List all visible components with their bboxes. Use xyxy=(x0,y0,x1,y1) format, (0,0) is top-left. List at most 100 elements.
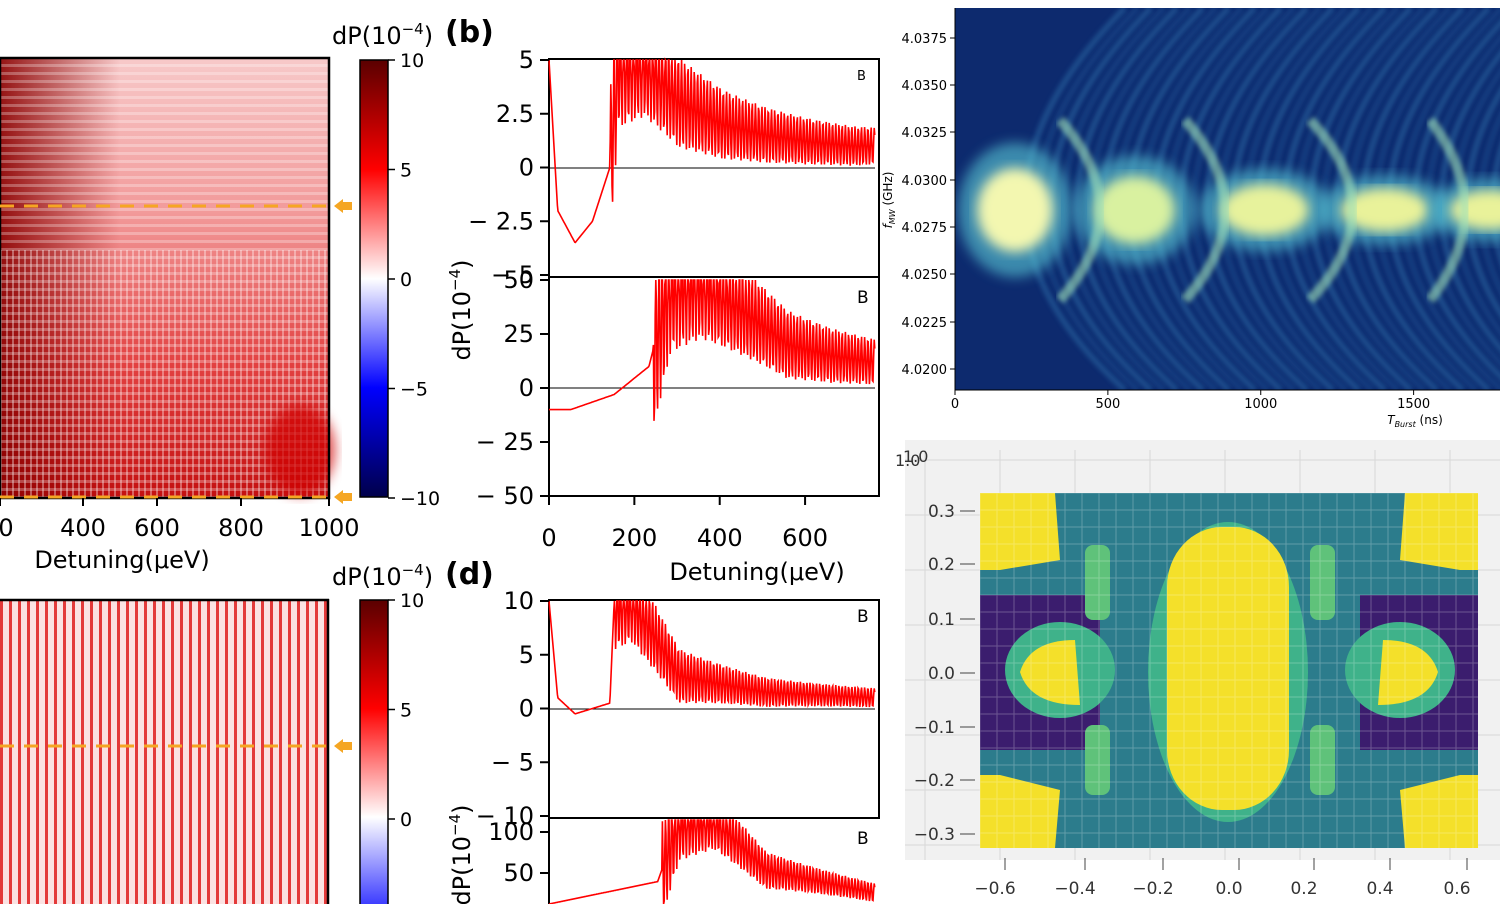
map-top-x-tick: 400 xyxy=(60,514,106,542)
panel-b-bottom-series xyxy=(549,279,876,421)
y-tick: − 2.5 xyxy=(468,207,534,235)
surface-green-bar-l1 xyxy=(1085,545,1110,620)
map-top-x-ticks: 0 400 600 800 1000 xyxy=(0,498,360,542)
surface-corner-br xyxy=(1400,775,1478,848)
surface-green-bar-l2 xyxy=(1085,725,1110,795)
map-bottom-area xyxy=(0,599,329,904)
surface-x-tick: −0.4 xyxy=(1054,879,1095,899)
colorbar-bottom: 10 5 0 dP(10−4) xyxy=(332,561,433,904)
fringe-lobe xyxy=(1221,184,1309,236)
y-tick: 0 xyxy=(519,695,534,723)
surface-yellow-left xyxy=(1020,640,1080,705)
colorbar-tick: −10 xyxy=(400,488,440,510)
panel-b-x-ticks: 0 200 400 600 xyxy=(541,496,828,552)
panel-b-label: (b) xyxy=(445,15,494,50)
surface-y-tick: 0.3 xyxy=(928,502,955,522)
surface-3d-x-ticks: −0.6 −0.4 −0.2 0.0 0.2 0.4 0.6 xyxy=(974,858,1471,899)
map-top-right-xlabel: TBurst (ns) xyxy=(1387,413,1443,429)
surface-corner-tr xyxy=(1400,493,1478,570)
surface-3d-mesh xyxy=(979,492,1478,848)
panel-b: (b) 5 2.5 0 − 2.5 − 5 B 50 25 0 − 25 − 50 B 0 200… xyxy=(445,15,880,586)
map-top-frame xyxy=(0,56,331,500)
surface-y-tick: −0.1 xyxy=(914,718,955,738)
map-top-x-tick: 800 xyxy=(218,514,264,542)
surface-3d: 0.3 0.2 0.1 0.0 −0.1 −0.2 −0.3 −0.6 −0.4 −0.2 0.0… xyxy=(895,440,1500,899)
surface-green-bar-r1 xyxy=(1310,545,1335,620)
surface-3d-z-tick-overlap: 1.0 xyxy=(895,451,920,470)
tr-y-tick: 4.0375 xyxy=(902,32,948,47)
panel-b-bottom-y-ticks: 50 25 0 − 25 − 50 xyxy=(476,266,549,510)
surface-yellow-center xyxy=(1167,527,1289,810)
surface-3d-z-tick-overlap-2: 1.0 xyxy=(903,447,928,466)
surface-corner-bl xyxy=(980,775,1060,848)
panel-b-top-series xyxy=(548,57,876,244)
fringe-arm xyxy=(1056,116,1105,304)
colorbar-bottom-ticks: 10 5 0 xyxy=(388,590,424,831)
surface-y-tick: 0.1 xyxy=(928,610,955,630)
surface-y-tick: −0.2 xyxy=(914,771,955,791)
fringe-lobe xyxy=(1095,176,1175,244)
fringe-arm xyxy=(1181,116,1230,304)
colorbar-tick: 10 xyxy=(400,50,424,72)
surface-yellow-right xyxy=(1378,640,1438,705)
panel-b-ylabel: dP(10−4) xyxy=(446,259,476,360)
tr-y-tick: 4.0250 xyxy=(902,268,948,283)
y-tick: 0 xyxy=(519,154,534,182)
y-tick: 10 xyxy=(503,587,534,615)
y-tick: 100 xyxy=(488,818,534,846)
tr-x-tick: 1000 xyxy=(1244,397,1277,412)
tr-x-tick: 500 xyxy=(1095,397,1120,412)
surface-y-tick: 0.0 xyxy=(928,664,955,684)
marker-arrow-2 xyxy=(334,490,352,504)
fringe-arm xyxy=(1426,116,1470,304)
map-top-right-ylabel: fMW (GHz) xyxy=(881,172,897,229)
tr-y-tick: 4.0325 xyxy=(902,126,948,141)
map-top-right-x-ticks: 0 500 1000 1500 xyxy=(951,390,1430,412)
y-tick: − 50 xyxy=(476,482,534,510)
y-tick: 5 xyxy=(519,641,534,669)
y-tick: 25 xyxy=(503,320,534,348)
marker-arrow-3 xyxy=(334,739,352,753)
map-top-xlabel: Detuning(μeV) xyxy=(34,546,209,574)
colorbar-top: 10 5 0 −5 −10 dP(10−4) xyxy=(332,20,440,510)
panel-d-top-y-ticks: 10 5 0 − 5 − 10 xyxy=(476,587,549,830)
map-top-x-tick: 600 xyxy=(134,514,180,542)
colorbar-tick: 5 xyxy=(400,700,412,722)
surface-x-tick: −0.6 xyxy=(974,879,1015,899)
y-tick: − 25 xyxy=(476,428,534,456)
panel-d-bottom-series xyxy=(548,819,876,904)
colorbar-tick: 5 xyxy=(400,160,412,182)
colorbar-top-label: dP(10−4) xyxy=(332,20,433,50)
colorbar-bottom-gradient xyxy=(359,599,389,904)
map-top-x-tick: 0 xyxy=(0,514,14,542)
fringe-arm xyxy=(1306,116,1358,304)
surface-y-tick: 0.2 xyxy=(928,555,955,575)
map-top: 0 400 600 800 1000 Detuning(μeV) xyxy=(0,56,360,574)
tr-y-tick: 4.0200 xyxy=(902,363,948,378)
colorbar-tick: 0 xyxy=(400,809,412,831)
panel-b-x-tick: 200 xyxy=(611,524,657,552)
surface-green-bar-r2 xyxy=(1310,725,1335,795)
surface-x-tick: 0.6 xyxy=(1443,879,1470,899)
panel-b-x-tick: 600 xyxy=(782,524,828,552)
colorbar-tick: −5 xyxy=(400,379,428,401)
y-tick: − 5 xyxy=(491,261,534,289)
panel-d-label: (d) xyxy=(445,557,494,592)
tr-x-tick: 0 xyxy=(951,397,959,412)
panel-b-x-tick: 0 xyxy=(541,524,556,552)
y-tick: 5 xyxy=(519,46,534,74)
surface-3d-y-ticks: 0.3 0.2 0.1 0.0 −0.1 −0.2 −0.3 xyxy=(914,502,975,845)
map-top-right: 4.0375 4.0350 4.0325 4.0300 4.0275 4.0250 4.02… xyxy=(881,8,1500,429)
surface-x-tick: 0.4 xyxy=(1366,879,1393,899)
y-tick: − 10 xyxy=(476,802,534,830)
marker-arrow-1 xyxy=(334,199,352,213)
panel-b-top-y-ticks: 5 2.5 0 − 2.5 − 5 xyxy=(468,46,549,289)
surface-x-tick: 0.2 xyxy=(1290,879,1317,899)
tr-y-tick: 4.0275 xyxy=(902,221,948,236)
surface-y-tick: −0.3 xyxy=(914,825,955,845)
y-tick: 2.5 xyxy=(496,100,534,128)
y-tick: 50 xyxy=(503,859,534,887)
surface-x-tick: −0.2 xyxy=(1132,879,1173,899)
map-top-right-y-ticks: 4.0375 4.0350 4.0325 4.0300 4.0275 4.0250 4.02… xyxy=(902,32,955,378)
